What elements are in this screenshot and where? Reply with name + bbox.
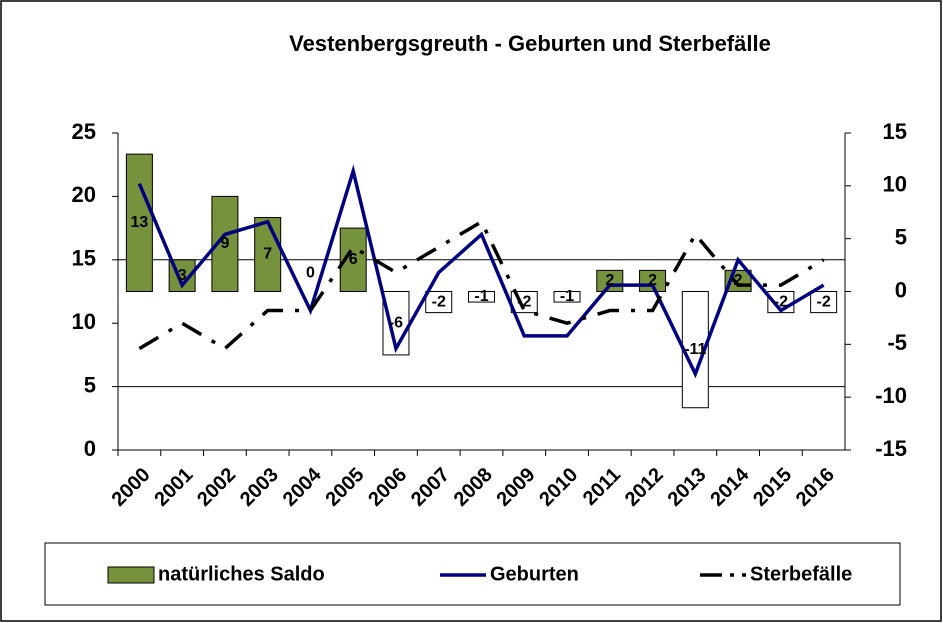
y-tick-label: 25 [72,119,96,144]
data-label: 2 [648,272,657,289]
y2-tick-label: -10 [875,383,907,408]
data-label: 13 [130,214,148,231]
data-label: -2 [517,293,531,310]
y2-tick-label: 5 [895,224,907,249]
data-label: -2 [774,293,788,310]
y2-tick-label: -15 [875,436,907,461]
data-label: -2 [817,293,831,310]
data-label: 2 [605,272,614,289]
y-tick-label: 20 [72,182,96,207]
bar [425,291,453,314]
data-label: 7 [263,246,272,263]
bar [254,217,282,293]
bar [125,153,153,292]
data-label: 9 [220,235,229,252]
data-label: -11 [684,341,706,358]
y-tick-label: 15 [72,246,96,271]
data-label: -1 [560,288,574,305]
data-label: -6 [389,314,403,331]
y2-tick-label: 0 [895,277,907,302]
legend-label: Sterbefälle [750,563,852,585]
bar [810,291,838,314]
y2-tick-label: -5 [887,330,907,355]
y-tick-label: 0 [84,436,96,461]
line-series [138,219,825,351]
data-label: 0 [306,265,315,282]
y2-tick-label: 10 [883,172,907,197]
bar [553,291,581,303]
data-label: 3 [178,267,187,284]
data-label: -1 [474,288,488,305]
bar [468,291,495,303]
data-label: -2 [432,293,446,310]
line-series [137,164,825,379]
y-tick-label: 10 [72,309,96,334]
legend-label: natürliches Saldo [158,563,325,585]
chart-title: Vestenbergsgreuth - Geburten und Sterbef… [289,31,771,56]
legend-label: Geburten [490,563,579,585]
y-tick-label: 5 [84,372,96,397]
legend-swatch [107,566,155,584]
data-label: 6 [349,251,358,268]
data-label: 2 [734,272,743,289]
y2-tick-label: 15 [883,119,907,144]
